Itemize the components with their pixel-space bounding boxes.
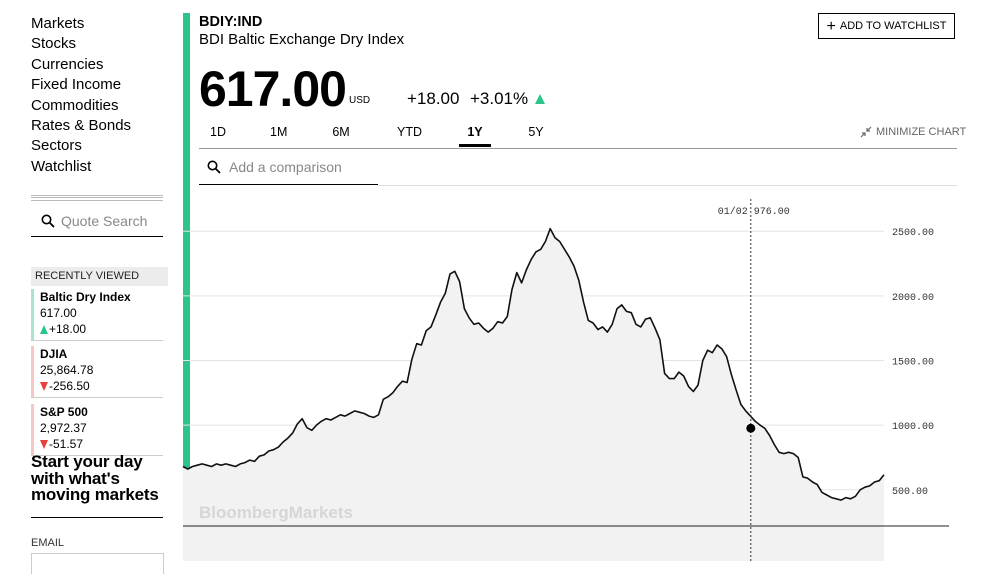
y-tick-label: 1000.00 xyxy=(892,422,934,433)
recently-viewed-bar xyxy=(31,289,34,341)
recently-viewed-header: RECENTLY VIEWED xyxy=(31,267,168,286)
price-change: +18.00 xyxy=(407,89,460,108)
tab-5y[interactable]: 5Y xyxy=(528,125,544,139)
recently-viewed-change: -51.57 xyxy=(49,437,84,451)
price-change-percent: +3.01% xyxy=(470,89,529,108)
search-icon xyxy=(207,160,221,174)
recently-viewed-price: 2,972.37 xyxy=(40,421,87,435)
tab-1y[interactable]: 1Y xyxy=(459,122,491,147)
plus-icon: + xyxy=(826,17,836,35)
crosshair-date: 01/02 xyxy=(718,206,748,218)
tabs-divider xyxy=(199,148,957,149)
crosshair-value: 976.00 xyxy=(754,207,790,218)
promo-line: Start your day xyxy=(31,452,143,471)
nav-item-rates-bonds[interactable]: Rates & Bonds xyxy=(31,117,132,135)
series-line xyxy=(182,227,885,501)
newsletter-promo: Start your day with what's moving market… xyxy=(31,452,171,504)
recently-viewed-text: S&P 500 2,972.37 -51.57 xyxy=(40,404,88,452)
nav-item-currencies[interactable]: Currencies xyxy=(31,55,104,73)
comparison-input[interactable] xyxy=(229,159,379,175)
ticker-symbol: BDIY:IND xyxy=(199,14,263,30)
price-chart[interactable]: BloombergMarkets 2500.00 2000.00 1500.00 100… xyxy=(0,0,1000,561)
recently-viewed-change-row: +18.00 xyxy=(40,321,131,337)
promo-divider xyxy=(31,517,163,518)
recently-viewed-text: DJIA 25,864.78 -256.50 xyxy=(40,346,93,394)
last-price: 617.00 xyxy=(199,61,347,117)
recently-viewed-divider xyxy=(31,340,163,341)
recently-viewed-bar xyxy=(31,404,34,456)
tab-1m[interactable]: 1M xyxy=(270,125,288,139)
recently-viewed-change: -256.50 xyxy=(49,379,90,393)
comparison-divider xyxy=(378,185,957,186)
y-tick-label: 2500.00 xyxy=(892,228,934,239)
price-currency: USD xyxy=(349,95,371,106)
search-icon xyxy=(37,214,59,228)
recently-viewed-name: S&P 500 xyxy=(40,405,88,419)
down-triangle-icon xyxy=(40,440,48,449)
recently-viewed-item[interactable]: S&P 500 2,972.37 -51.57 xyxy=(31,404,163,456)
recently-viewed-divider xyxy=(31,455,163,456)
add-to-watchlist-button[interactable]: + ADD TO WATCHLIST xyxy=(818,13,955,39)
comparison-search[interactable] xyxy=(199,150,379,185)
nav-item-markets[interactable]: Markets xyxy=(31,15,85,32)
nav-item-stocks[interactable]: Stocks xyxy=(31,35,77,53)
tab-6m[interactable]: 6M xyxy=(332,125,350,139)
recently-viewed-change-row: -51.57 xyxy=(40,436,88,452)
minimize-chart-button[interactable]: MINIMIZE CHART xyxy=(860,126,966,138)
recently-viewed-bar xyxy=(31,346,34,398)
security-name: BDI Baltic Exchange Dry Index xyxy=(199,31,405,48)
recently-viewed-item[interactable]: DJIA 25,864.78 -256.50 xyxy=(31,346,163,398)
nav-item-watchlist[interactable]: Watchlist xyxy=(31,157,92,175)
promo-line: with what's xyxy=(31,468,120,488)
recently-viewed-divider xyxy=(31,397,163,398)
up-triangle-icon xyxy=(40,325,48,334)
minimize-chart-label: MINIMIZE CHART xyxy=(876,126,967,138)
y-tick-label: 500.00 xyxy=(892,487,928,498)
email-label: EMAIL xyxy=(31,537,65,549)
quote-search-input[interactable] xyxy=(61,213,161,229)
recently-viewed-price: 617.00 xyxy=(40,306,77,320)
nav-item-sectors[interactable]: Sectors xyxy=(31,137,82,155)
nav-item-commodities[interactable]: Commodities xyxy=(31,96,119,114)
minimize-icon xyxy=(860,126,872,138)
recently-viewed-item[interactable]: Baltic Dry Index 617.00 +18.00 xyxy=(31,289,163,341)
nav-item-fixed-income[interactable]: Fixed Income xyxy=(31,76,122,94)
up-triangle-icon xyxy=(535,94,545,104)
sidebar-nav: Markets Stocks Currencies Fixed Income Commo… xyxy=(31,14,171,177)
recently-viewed-change: +18.00 xyxy=(49,322,87,336)
quote-search[interactable] xyxy=(31,206,163,237)
chart-watermark: BloombergMarkets xyxy=(199,503,353,522)
down-triangle-icon xyxy=(40,382,48,391)
add-to-watchlist-label: ADD TO WATCHLIST xyxy=(839,20,947,32)
y-tick-label: 1500.00 xyxy=(892,358,934,369)
crosshair-point xyxy=(746,423,756,433)
tab-1d[interactable]: 1D xyxy=(210,125,226,139)
recently-viewed-price: 25,864.78 xyxy=(40,363,94,377)
recently-viewed-text: Baltic Dry Index 617.00 +18.00 xyxy=(40,289,131,337)
recently-viewed-name: DJIA xyxy=(40,347,68,361)
y-tick-label: 2000.00 xyxy=(892,293,934,304)
nav-divider xyxy=(31,195,163,201)
recently-viewed-name: Baltic Dry Index xyxy=(40,290,131,304)
promo-line: moving markets xyxy=(31,485,159,504)
area-fill xyxy=(183,228,884,561)
recently-viewed-change-row: -256.50 xyxy=(40,378,93,394)
tab-ytd[interactable]: YTD xyxy=(397,125,422,139)
accent-bar xyxy=(183,13,190,469)
